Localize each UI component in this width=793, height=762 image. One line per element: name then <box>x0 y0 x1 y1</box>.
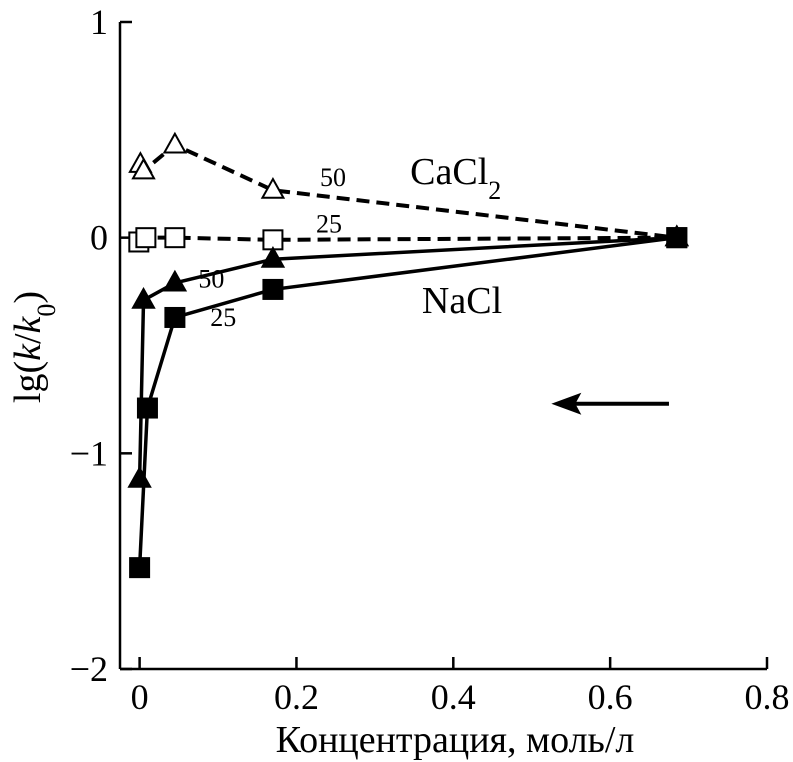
annotation-cacl2-subscript: 2 <box>488 175 501 204</box>
annotation-layer: CaCl2 NaCl 50 25 50 25 <box>198 151 502 332</box>
data-point-triangle <box>162 131 188 154</box>
data-point-square <box>136 397 158 419</box>
data-point-square <box>164 306 186 328</box>
series-nacl-25 <box>129 227 688 579</box>
y-ticks: −2 −1 0 1 <box>70 2 132 689</box>
x-tick-label: 0.2 <box>274 677 319 717</box>
y-tick-label: 1 <box>90 2 108 42</box>
data-point-square <box>135 227 157 249</box>
y-tick-label: 0 <box>90 218 108 258</box>
data-point-square <box>164 227 186 249</box>
series-layer <box>127 131 690 579</box>
y-axis-title-suffix: ) <box>7 291 49 304</box>
annotation-temp-25-nacl: 25 <box>210 303 236 332</box>
x-axis-title: Концентрация, моль/л <box>276 719 635 761</box>
data-point-triangle <box>260 177 286 199</box>
y-tick-label: −2 <box>70 649 108 689</box>
axes: 0 0.2 0.4 0.6 0.8 −2 −1 0 1 <box>70 2 790 717</box>
series-line-cacl2-50 <box>138 142 678 240</box>
x-tick-label: 0.4 <box>431 677 476 717</box>
series-cacl2-25 <box>128 227 688 253</box>
data-point-square <box>262 278 284 300</box>
annotation-temp-50-nacl: 50 <box>198 264 224 293</box>
x-tick-label: 0 <box>131 677 149 717</box>
x-tick-label: 0.6 <box>588 677 633 717</box>
data-point-triangle <box>131 287 156 309</box>
y-axis-title-slash: / <box>7 333 49 344</box>
data-point-triangle <box>162 269 188 292</box>
annotation-cacl2-base: CaCl <box>410 151 488 193</box>
annotation-temp-50-cacl2: 50 <box>320 163 346 192</box>
data-point-triangle <box>131 157 156 180</box>
annotation-cacl2: CaCl2 <box>410 151 501 205</box>
arrow-head-icon <box>551 392 582 415</box>
annotation-nacl: NaCl <box>422 280 502 322</box>
y-axis-title-subscript: 0 <box>32 304 61 317</box>
x-ticks: 0 0.2 0.4 0.6 0.8 <box>131 657 790 717</box>
y-axis-title-k: k <box>7 343 49 361</box>
data-point-triangle <box>127 466 152 488</box>
direction-arrow <box>551 392 669 415</box>
y-axis-title-k0: k <box>7 315 49 333</box>
data-point-square <box>666 227 688 249</box>
y-tick-label: −1 <box>70 433 108 473</box>
data-point-square <box>129 557 151 579</box>
annotation-temp-25-cacl2: 25 <box>316 209 342 238</box>
x-tick-label: 0.8 <box>745 677 790 717</box>
data-point-triangle <box>260 246 286 268</box>
series-cacl2-50 <box>128 131 690 247</box>
y-axis-title: lg(k/k0) <box>7 291 61 403</box>
y-axis-title-prefix: lg( <box>7 361 49 403</box>
